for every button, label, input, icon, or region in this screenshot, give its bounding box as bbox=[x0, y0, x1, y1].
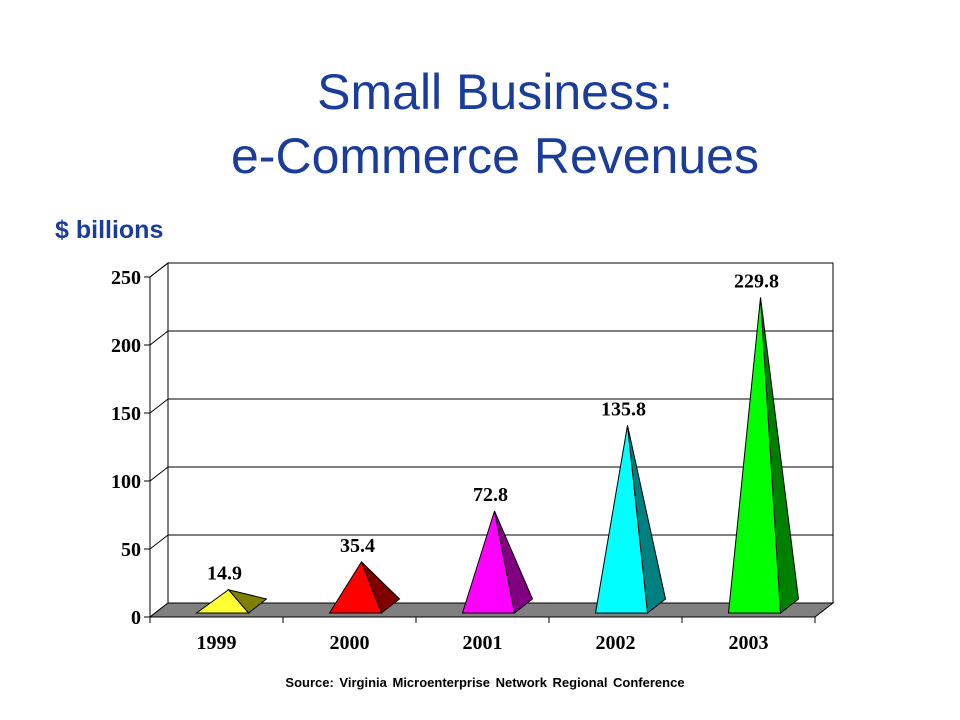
x-tick-label-1999: 1999 bbox=[197, 632, 237, 654]
title-line-1: Small Business: bbox=[317, 64, 673, 120]
gridline-side bbox=[149, 330, 169, 346]
units-label: $ billions bbox=[55, 216, 164, 244]
data-label-2002: 135.8 bbox=[601, 398, 646, 420]
y-tick-label: 200 bbox=[111, 335, 141, 357]
pyramid-2000 bbox=[328, 560, 383, 614]
x-tick-label-2003: 2003 bbox=[729, 632, 769, 654]
data-label-1999: 14.9 bbox=[207, 563, 242, 585]
data-label-2000: 35.4 bbox=[340, 535, 375, 557]
data-label-2001: 72.8 bbox=[473, 484, 508, 506]
pyramid-2002 bbox=[594, 425, 649, 614]
data-label-2003: 229.8 bbox=[734, 270, 779, 292]
gridline-side bbox=[149, 466, 169, 482]
pyramid-1999 bbox=[194, 589, 250, 614]
y-tick-label: 50 bbox=[121, 539, 141, 561]
gridline-side bbox=[149, 534, 169, 550]
gridline-side bbox=[149, 398, 169, 414]
pyramid-2003 bbox=[727, 297, 782, 614]
x-tick-label-2001: 2001 bbox=[463, 632, 503, 654]
pyramid-2001 bbox=[461, 510, 516, 614]
source-note: Source: Virginia Microenterprise Network… bbox=[285, 675, 685, 690]
chart-title: Small Business: e-Commerce Revenues bbox=[0, 60, 960, 188]
y-tick-label: 150 bbox=[111, 403, 141, 425]
x-tick-label-2000: 2000 bbox=[330, 632, 370, 654]
x-tick-label-2002: 2002 bbox=[596, 632, 636, 654]
gridline-side bbox=[149, 262, 169, 278]
y-tick-label: 100 bbox=[111, 471, 141, 493]
y-tick-label: 0 bbox=[131, 607, 141, 629]
title-line-2: e-Commerce Revenues bbox=[231, 128, 759, 184]
y-tick-label: 250 bbox=[111, 267, 141, 289]
chart-side-wall bbox=[149, 261, 169, 619]
